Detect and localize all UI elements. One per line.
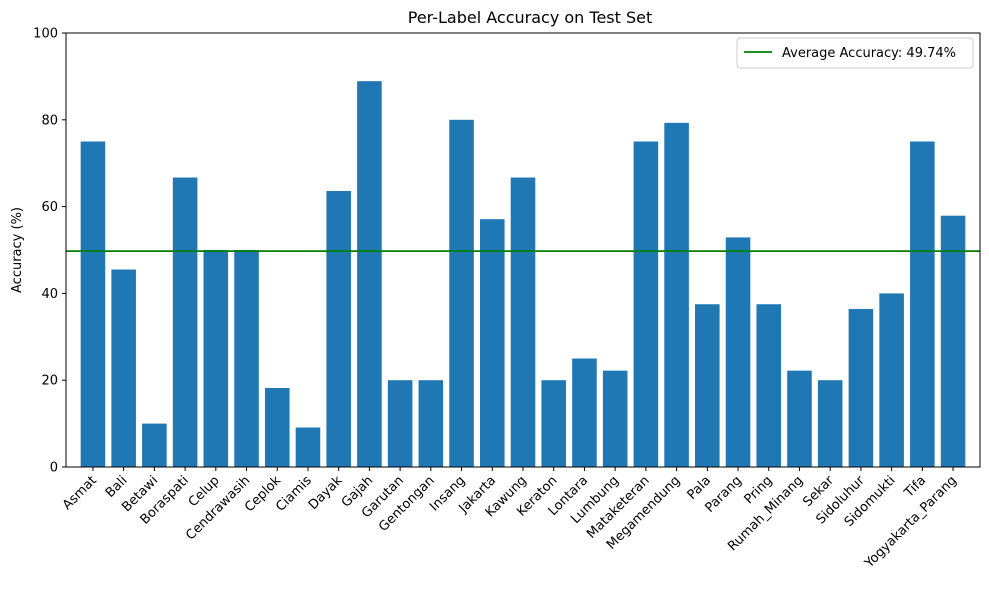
bar-tifa [910,141,935,467]
bar-parang [725,237,751,467]
bar-keraton [541,380,567,467]
x-tick-label: Asmat [60,473,100,513]
bar-insang [449,119,474,468]
bar-kawung [510,177,536,467]
legend: Average Accuracy: 49.74% [736,37,974,69]
x-tick-label: Dayak [306,473,346,513]
bar-megamendung [664,122,689,467]
bar-bali [111,269,136,467]
bar-mataketeran [633,141,659,467]
bar-pring [756,304,782,467]
y-axis-label: Accuracy (%) [10,207,25,293]
legend-box [736,37,974,69]
bar-sidomukti [879,293,904,467]
bar-yogyakarta_parang [940,215,966,467]
bar-sekar [817,380,843,467]
bar-jakarta [479,219,505,467]
y-tick-label: 0 [50,461,58,476]
y-axis: 0 20 40 60 80 100 [33,27,66,476]
bar-sidoluhur [848,309,874,467]
bars-group [80,81,966,468]
chart-title: Per-Label Accuracy on Test Set [408,8,653,27]
y-tick-label: 40 [41,287,58,302]
bar-pala [695,304,720,467]
bar-gentongan [418,380,444,467]
y-tick-label: 60 [41,200,58,215]
y-tick-label: 80 [41,113,58,128]
bar-ceplok [264,388,290,467]
x-axis: Asmat BaliBetawiBoraspatiCelupCendrawasih… [60,467,960,572]
bar-garutan [387,380,413,467]
bar-lumbung [602,370,628,467]
y-tick-label: 20 [41,374,58,389]
bar-celup [203,250,229,467]
bar-rumah_minang [787,370,812,467]
bar-ciamis [295,427,321,467]
bar-lontara [572,358,597,467]
bar-dayak [326,190,351,467]
bar-asmat [80,141,106,467]
bar-cendrawasih [234,250,259,467]
bar-boraspati [172,177,198,467]
legend-entry-average-accuracy: Average Accuracy: 49.74% [782,46,956,61]
bar-gajah [357,81,382,467]
bar-betawi [142,423,167,467]
y-tick-label: 100 [33,27,58,42]
